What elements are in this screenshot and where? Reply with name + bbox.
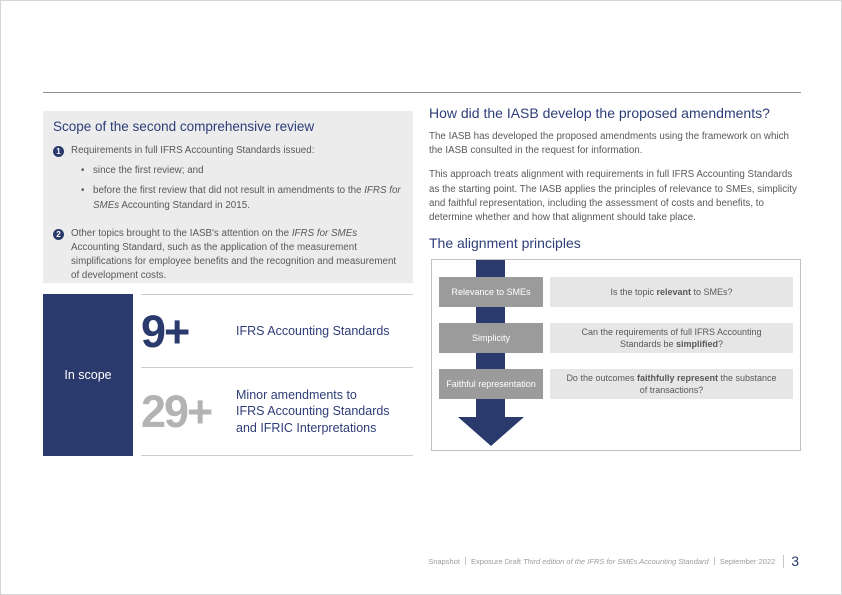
alignment-principles-diagram: Relevance to SMEs Is the topic relevant … (431, 259, 801, 451)
stat-value-9plus: 9+ (141, 305, 190, 357)
footer-separator-3 (783, 554, 785, 568)
principle-row-faithful-representation: Faithful representation Do the outcomes … (432, 369, 800, 399)
in-scope-box: In scope (43, 294, 133, 456)
principle-row-simplicity: Simplicity Can the requirements of full … (432, 323, 800, 353)
page-number: 3 (791, 553, 799, 569)
principle-question-simplicity: Can the requirements of full IFRS Accoun… (550, 323, 793, 353)
sub-bullet-list: since the first review; and before the f… (71, 164, 401, 213)
principle-label-faithful-representation: Faithful representation (439, 369, 543, 399)
stat-value-29plus: 29+ (141, 386, 213, 437)
paragraph-2: This approach treats alignment with requ… (429, 169, 797, 224)
top-rule-divider (43, 92, 801, 93)
numbered-item-1-text: Requirements in full IFRS Accounting Sta… (71, 145, 315, 156)
numbered-item-2-body: Other topics brought to the IASB's atten… (71, 227, 401, 284)
in-scope-label: In scope (64, 368, 112, 382)
numbered-item-2: 2 Other topics brought to the IASB's att… (53, 227, 401, 284)
sub-bullet-1: since the first review; and (81, 164, 401, 178)
footer-separator-1 (464, 557, 466, 565)
footer: Snapshot Exposure Draft Third edition of… (428, 553, 799, 569)
footer-doc-type: Snapshot (428, 556, 460, 566)
number-2-badge: 2 (53, 228, 64, 240)
stat-label-standards: IFRS Accounting Standards (236, 323, 390, 338)
footer-date: September 2022 (719, 556, 776, 566)
in-scope-stats: 9+ IFRS Accounting Standards 29+ Minor a… (141, 294, 413, 456)
footer-doc-title: Exposure Draft Third edition of the IFRS… (470, 556, 709, 566)
stat-row-standards: 9+ IFRS Accounting Standards (141, 295, 413, 367)
number-1-badge: 1 (53, 146, 64, 157)
principle-label-relevance: Relevance to SMEs (439, 277, 543, 307)
right-column-title: How did the IASB develop the proposed am… (429, 105, 770, 121)
principle-question-relevance: Is the topic relevant to SMEs? (550, 277, 793, 307)
stat-row-amendments: 29+ Minor amendments to IFRS Accounting … (141, 367, 413, 455)
stat-label-amendments: Minor amendments to IFRS Accounting Stan… (236, 388, 390, 435)
numbered-item-2-text: Other topics brought to the IASB's atten… (71, 227, 397, 282)
alignment-principles-title: The alignment principles (429, 235, 581, 252)
paragraph-1: The IASB has developed the proposed amen… (429, 131, 789, 157)
principle-label-simplicity: Simplicity (439, 323, 543, 353)
footer-separator-2 (713, 557, 715, 565)
right-column: How did the IASB develop the proposed am… (429, 105, 801, 260)
principle-question-faithful-representation: Do the outcomes faithfully represent the… (550, 369, 793, 399)
scope-panel-title: Scope of the second comprehensive review (53, 119, 315, 134)
scope-panel: Scope of the second comprehensive review… (43, 111, 413, 283)
numbered-item-1-body: Requirements in full IFRS Accounting Sta… (71, 144, 401, 219)
numbered-item-1: 1 Requirements in full IFRS Accounting S… (53, 144, 401, 219)
down-arrow-icon (458, 260, 524, 446)
principle-row-relevance: Relevance to SMEs Is the topic relevant … (432, 277, 800, 307)
sub-bullet-2: before the first review that did not res… (81, 184, 401, 212)
